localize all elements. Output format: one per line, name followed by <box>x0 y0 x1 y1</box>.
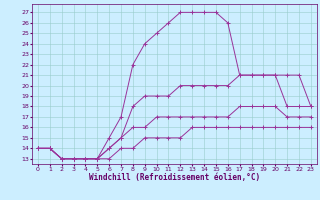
X-axis label: Windchill (Refroidissement éolien,°C): Windchill (Refroidissement éolien,°C) <box>89 173 260 182</box>
